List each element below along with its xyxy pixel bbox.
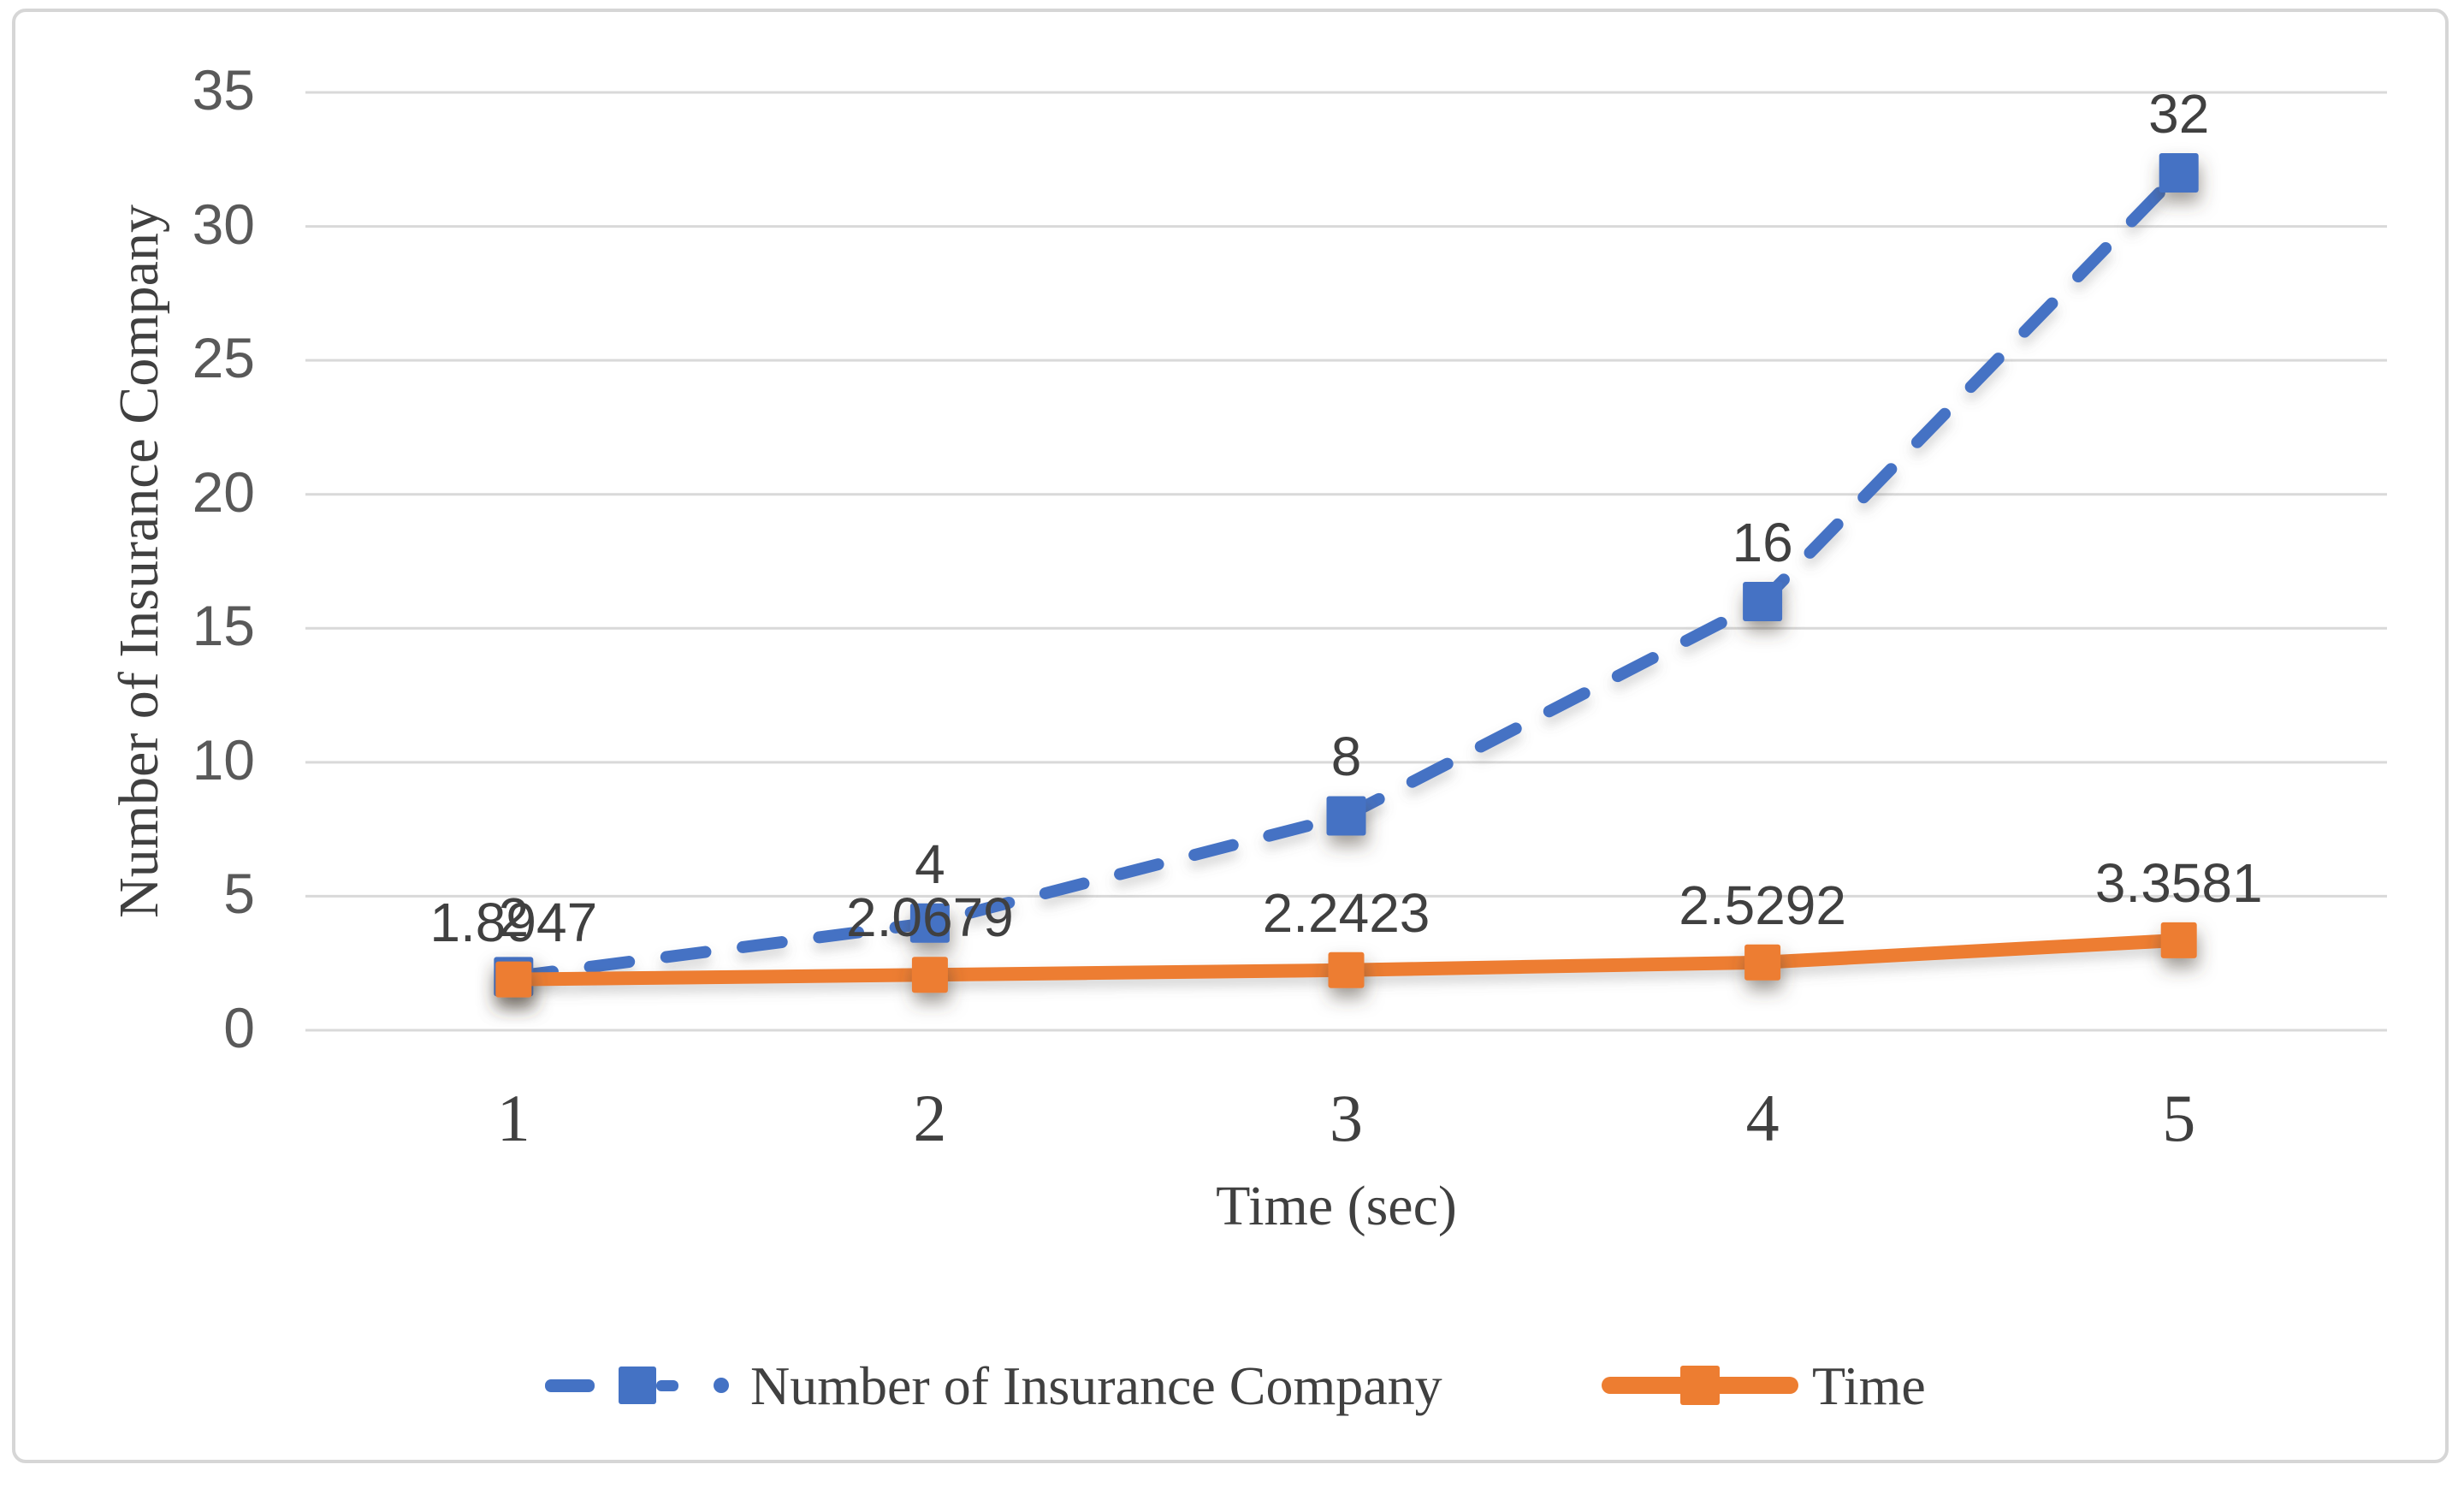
x-tick-label: 4 [1745, 1081, 1780, 1155]
data-label: 3.3581 [2094, 851, 2263, 914]
x-tick-label: 2 [913, 1081, 947, 1155]
data-label: 32 [2148, 82, 2210, 145]
y-tick-label: 35 [192, 57, 255, 122]
data-label: 8 [1330, 726, 1362, 788]
x-tick-label: 3 [1330, 1081, 1363, 1155]
legend-label: Number of Insurance Company [750, 1355, 1442, 1416]
y-tick-label: 25 [192, 326, 255, 390]
x-axis-title: Time (sec) [1216, 1175, 1457, 1237]
x-tick-label: 5 [2162, 1081, 2196, 1155]
solid-line-square-marker-icon [1602, 1366, 1798, 1405]
legend-item-number-of-insurance-company: Number of Insurance Company [545, 1348, 1442, 1425]
dashed-line-square-marker-icon [545, 1367, 729, 1404]
y-tick-label: 10 [192, 727, 255, 791]
data-label: 4 [915, 833, 945, 895]
legend-item-time: Time [1602, 1348, 1926, 1425]
y-tick-label: 15 [192, 594, 255, 658]
x-tick-label: 1 [496, 1081, 530, 1155]
y-tick-label: 20 [192, 459, 255, 524]
chart-border [12, 9, 2449, 1463]
y-axis-title: Number of Insurance Company [108, 205, 170, 918]
gridlines [305, 91, 2387, 1032]
legend-label: Time [1812, 1355, 1926, 1416]
data-label: 1.8947 [429, 891, 598, 953]
legend: Number of Insurance Company Time [0, 1348, 2464, 1425]
y-tick-label: 30 [192, 192, 255, 256]
y-tick-label: 0 [223, 995, 255, 1059]
data-label: 2 [498, 886, 530, 949]
series-layer [494, 152, 2199, 998]
data-label: 2.2423 [1262, 881, 1430, 944]
data-label: 2.0679 [846, 886, 1014, 949]
data-label: 2.5292 [1679, 874, 1846, 936]
data-label: 16 [1732, 511, 1793, 573]
y-tick-label: 5 [223, 862, 255, 926]
